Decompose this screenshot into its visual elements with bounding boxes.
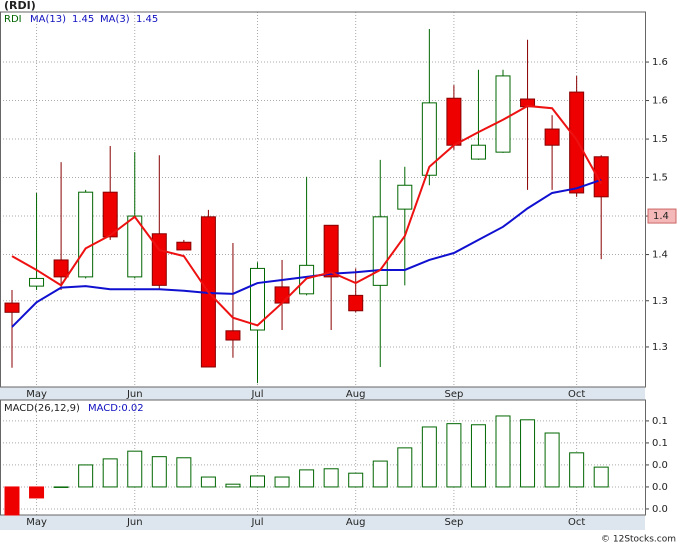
x-tick-label: Aug xyxy=(346,389,366,400)
macd-bar xyxy=(372,460,388,488)
x-tick-label: Sep xyxy=(444,389,463,400)
x-tick-label: May xyxy=(26,517,47,528)
x-tick-label: Oct xyxy=(568,517,585,528)
macd-bar xyxy=(348,472,364,488)
macd-bar xyxy=(151,456,167,488)
candle-body xyxy=(470,144,486,160)
macd-bar xyxy=(4,486,20,516)
y-tick-label: 1.5 xyxy=(652,134,668,145)
macd-value: MACD:0.02 xyxy=(88,403,144,414)
candle-body xyxy=(569,91,585,194)
price-tag-box xyxy=(647,208,677,224)
legend-symbol: RDI xyxy=(4,14,22,25)
macd-bar xyxy=(495,415,511,488)
macd-bar xyxy=(397,447,413,488)
candle-body xyxy=(53,259,69,278)
candle-body xyxy=(29,277,45,287)
candle-body xyxy=(151,233,167,286)
candle-body xyxy=(495,75,511,153)
x-tick-label: Jul xyxy=(250,517,263,528)
chart-title: (RDI) xyxy=(4,0,36,12)
macd-bar xyxy=(421,426,437,488)
plot-frame xyxy=(0,399,646,516)
y-tick-label: 1.6 xyxy=(652,96,668,107)
candle-body xyxy=(274,286,290,304)
y-tick-label: 1.3 xyxy=(652,342,668,353)
x-tick-label: Jun xyxy=(126,389,143,400)
macd-bar xyxy=(446,423,462,488)
y-tick-label: 0.0 xyxy=(652,482,668,493)
y-tick-label: 0.1 xyxy=(652,416,668,427)
candle-body xyxy=(397,184,413,210)
macd-bar xyxy=(250,475,265,488)
macd-bar xyxy=(200,476,216,488)
macd-bar xyxy=(299,469,315,488)
macd-bar xyxy=(520,419,536,488)
price-tag: 1.4 xyxy=(653,211,669,222)
x-tick-label: Aug xyxy=(346,517,366,528)
ma-line xyxy=(11,178,602,328)
macd-bar xyxy=(176,457,192,488)
x-tick-label: Jun xyxy=(126,517,143,528)
candle-body xyxy=(225,330,241,341)
candle-body xyxy=(176,241,192,251)
axis-strip xyxy=(0,387,645,400)
plot-frame xyxy=(0,11,646,388)
candle-body xyxy=(446,97,462,146)
legend-entry: MA(13) xyxy=(30,14,66,25)
x-tick-label: Sep xyxy=(444,517,463,528)
y-tick-label: 0.0 xyxy=(652,460,668,471)
macd-bar xyxy=(323,468,339,488)
x-tick-label: May xyxy=(26,389,47,400)
legend-value: 1.45 xyxy=(136,14,158,25)
candle-body xyxy=(78,191,94,278)
macd-bar xyxy=(225,483,241,488)
footer: © 12Stocks.com xyxy=(601,535,676,545)
macd-title: MACD(26,12,9) xyxy=(4,403,80,414)
candle-body xyxy=(4,302,20,313)
y-tick-label: 1.3 xyxy=(652,296,668,307)
y-tick-label: 0.0 xyxy=(652,504,668,515)
ma-line xyxy=(11,104,603,327)
candle-body xyxy=(421,102,437,176)
y-tick-label: 1.6 xyxy=(652,57,668,68)
x-tick-label: Jul xyxy=(250,389,263,400)
legend-entry: MA(3) xyxy=(100,14,130,25)
macd-bar xyxy=(29,486,45,499)
macd-bar xyxy=(78,464,94,488)
candle-body xyxy=(102,191,118,238)
macd-bar xyxy=(470,424,486,488)
macd-bar xyxy=(274,476,290,488)
macd-bar xyxy=(544,432,560,488)
y-tick-label: 1.5 xyxy=(652,173,668,184)
macd-bar xyxy=(53,486,69,488)
macd-bar xyxy=(569,452,585,488)
candle-body xyxy=(127,215,143,278)
candle-body xyxy=(544,128,560,146)
macd-bar xyxy=(127,450,143,488)
candle-body xyxy=(323,224,339,278)
axis-strip xyxy=(0,515,645,530)
y-tick-label: 1.4 xyxy=(652,250,668,261)
x-tick-label: Oct xyxy=(568,389,585,400)
macd-bar xyxy=(593,466,609,488)
y-tick-label: 0.1 xyxy=(652,438,668,449)
legend-value: 1.45 xyxy=(72,14,94,25)
candle-body xyxy=(348,294,364,312)
macd-bar xyxy=(102,458,118,488)
candle-body xyxy=(372,216,388,286)
candle-body xyxy=(593,156,609,198)
